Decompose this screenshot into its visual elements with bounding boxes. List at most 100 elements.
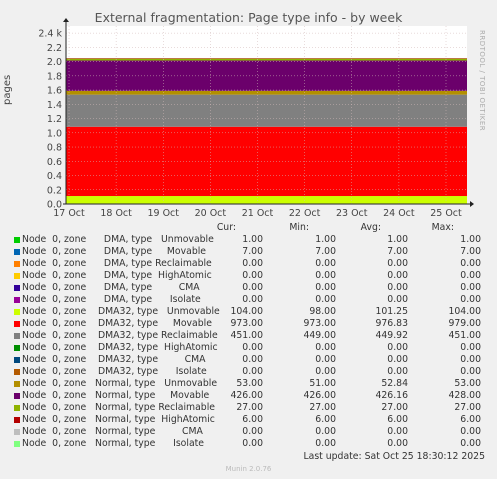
legend-value-cur: 0.00 (242, 438, 263, 449)
legend-swatch (14, 369, 20, 375)
y-tick-label: 2.4 k (38, 29, 62, 40)
legend-value-avg: 7.00 (387, 246, 408, 257)
legend-value-avg: 0.00 (387, 366, 408, 377)
legend-value-max: 0.00 (460, 282, 481, 293)
y-tick-label: 2.2 (47, 43, 62, 54)
legend-value-avg: 0.00 (387, 282, 408, 293)
legend-series-name: Node 0, zone Normal, type Reclaimable (22, 402, 216, 413)
legend-value-min: 51.00 (309, 378, 336, 389)
legend-row: Node 0, zone Normal, type CMA 0.00 0.00 0.0… (0, 426, 497, 438)
legend-value-max: 0.00 (460, 270, 481, 281)
legend-series-name: Node 0, zone Normal, type Unmovable (22, 378, 218, 389)
x-tick-label: 23 Oct (336, 208, 368, 219)
legend-value-max: 428.00 (448, 390, 481, 401)
series-area-8 (66, 94, 467, 127)
legend-value-max: 104.00 (448, 306, 481, 317)
legend-value-min: 6.00 (315, 414, 336, 425)
legend-value-min: 0.00 (315, 438, 336, 449)
legend-row: Node 0, zone DMA32, type Reclaimable 451.… (0, 330, 497, 342)
legend-value-max: 0.00 (460, 426, 481, 437)
series-area-12 (66, 90, 467, 95)
legend-value-cur: 7.00 (242, 246, 263, 257)
legend-value-min: 98.00 (309, 306, 336, 317)
legend-value-avg: 0.00 (387, 270, 408, 281)
y-tick-label: 0.6 (47, 157, 62, 168)
legend-row: Node 0, zone DMA, type CMA 0.00 0.00 0.00 0.… (0, 282, 497, 294)
legend-value-cur: 0.00 (242, 426, 263, 437)
legend-row: Node 0, zone Normal, type Isolate 0.00 0.0… (0, 438, 497, 450)
legend-swatch (14, 261, 20, 267)
legend-row: Node 0, zone DMA, type HighAtomic 0.00 0.0… (0, 270, 497, 282)
legend-value-avg: 0.00 (387, 258, 408, 269)
x-tick-label: 20 Oct (195, 208, 227, 219)
legend-value-cur: 0.00 (242, 270, 263, 281)
y-tick-label: 0.2 (47, 185, 62, 196)
legend-value-min: 0.00 (315, 270, 336, 281)
legend-value-cur: 0.00 (242, 366, 263, 377)
legend-series-name: Node 0, zone DMA, type HighAtomic (22, 270, 212, 281)
legend-value-min: 0.00 (315, 426, 336, 437)
legend-value-min: 0.00 (315, 294, 336, 305)
legend-swatch (14, 237, 20, 243)
legend-value-max: 53.00 (454, 378, 481, 389)
y-tick-label: 1.4 (47, 100, 62, 111)
legend-value-cur: 0.00 (242, 282, 263, 293)
legend-series-name: Node 0, zone DMA32, type Reclaimable (22, 330, 218, 341)
legend-value-cur: 0.00 (242, 342, 263, 353)
legend-value-max: 27.00 (454, 402, 481, 413)
legend-swatch (14, 429, 20, 435)
y-tick-label: 1.0 (47, 128, 62, 139)
legend-value-cur: 53.00 (236, 378, 263, 389)
legend-swatch (14, 309, 20, 315)
legend-value-max: 0.00 (460, 366, 481, 377)
legend-value-max: 0.00 (460, 354, 481, 365)
legend-value-avg: 0.00 (387, 438, 408, 449)
legend-column-header: Max: (431, 222, 454, 233)
legend-row: Node 0, zone DMA, type Reclaimable 0.00 0.… (0, 258, 497, 270)
x-tick-label: 19 Oct (147, 208, 179, 219)
legend-series-name: Node 0, zone DMA, type CMA (22, 282, 200, 293)
legend-value-min: 449.00 (303, 330, 336, 341)
legend-value-min: 973.00 (303, 318, 336, 329)
legend-series-name: Node 0, zone Normal, type HighAtomic (22, 414, 215, 425)
legend-row: Node 0, zone Normal, type Movable 426.00 4… (0, 390, 497, 402)
legend-value-min: 7.00 (315, 246, 336, 257)
last-update: Last update: Sat Oct 25 18:30:12 2025 (303, 451, 485, 462)
legend-value-cur: 1.00 (242, 234, 263, 245)
legend-value-avg: 6.00 (387, 414, 408, 425)
legend-series-name: Node 0, zone DMA, type Movable (22, 246, 207, 257)
x-tick-label: 25 Oct (430, 208, 462, 219)
legend-value-max: 0.00 (460, 258, 481, 269)
x-axis-arrow (470, 201, 474, 207)
x-tick-label: 24 Oct (383, 208, 415, 219)
legend-row: Node 0, zone Normal, type Reclaimable 27.… (0, 402, 497, 414)
legend-row: Node 0, zone DMA, type Movable 7.00 7.00 7.… (0, 246, 497, 258)
legend-value-max: 1.00 (460, 234, 481, 245)
y-axis-arrow (63, 18, 69, 22)
x-tick-label: 17 Oct (53, 208, 85, 219)
legend-value-avg: 0.00 (387, 342, 408, 353)
legend-value-avg: 976.83 (375, 318, 408, 329)
legend-value-cur: 426.00 (230, 390, 263, 401)
legend-value-max: 0.00 (460, 342, 481, 353)
legend-swatch (14, 333, 20, 339)
legend-value-cur: 973.00 (230, 318, 263, 329)
legend-value-min: 27.00 (309, 402, 336, 413)
legend-value-avg: 101.25 (375, 306, 408, 317)
legend-swatch (14, 273, 20, 279)
legend-value-avg: 449.92 (375, 330, 408, 341)
legend-value-cur: 104.00 (230, 306, 263, 317)
legend-swatch (14, 417, 20, 423)
legend-row: Node 0, zone DMA32, type Movable 973.00 97… (0, 318, 497, 330)
legend-value-max: 0.00 (460, 438, 481, 449)
legend-swatch (14, 249, 20, 255)
legend-swatch (14, 393, 20, 399)
legend-series-name: Node 0, zone DMA, type Isolate (22, 294, 201, 305)
y-tick-label: 2.0 (47, 57, 62, 68)
x-tick-label: 18 Oct (100, 208, 132, 219)
legend-value-max: 979.00 (448, 318, 481, 329)
legend-value-cur: 6.00 (242, 414, 263, 425)
legend-swatch (14, 405, 20, 411)
y-tick-label: 0.0 (47, 200, 62, 211)
legend-value-avg: 426.16 (375, 390, 408, 401)
